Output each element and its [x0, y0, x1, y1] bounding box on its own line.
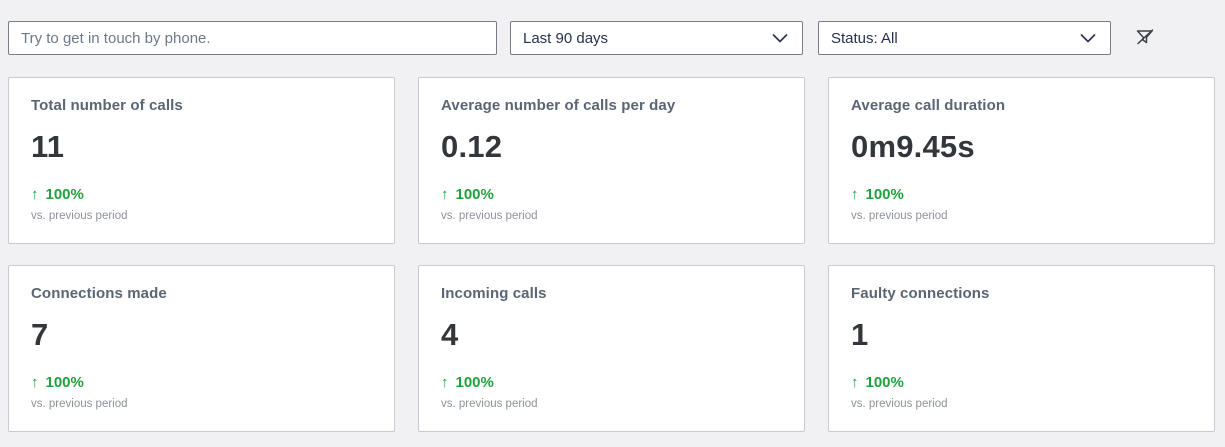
stat-card-value: 11 — [31, 129, 65, 164]
filter-off-icon — [1134, 26, 1156, 51]
stat-card-delta: ↑ 100% — [441, 374, 782, 391]
stat-card-comparison: vs. previous period — [851, 210, 948, 222]
clear-filters-button[interactable] — [1132, 25, 1158, 51]
stat-card-delta-value: 100% — [45, 186, 84, 203]
stat-card-delta-value: 100% — [455, 186, 494, 203]
phone-search-input[interactable] — [8, 21, 497, 55]
status-value: Status: All — [831, 29, 898, 47]
stats-grid: Total number of calls 11 ↑ 100% vs. prev… — [8, 77, 1215, 432]
stat-card-connections-made: Connections made 7 ↑ 100% vs. previous p… — [8, 265, 395, 432]
stat-card-title: Average number of calls per day — [441, 97, 676, 114]
arrow-up-icon: ↑ — [441, 374, 449, 391]
filters-bar: Last 90 days Status: All — [0, 0, 1225, 55]
stat-card-faulty-connections: Faulty connections 1 ↑ 100% vs. previous… — [828, 265, 1215, 432]
stat-card-comparison: vs. previous period — [441, 398, 538, 410]
chevron-down-icon — [772, 33, 788, 43]
stat-card-incoming-calls: Incoming calls 4 ↑ 100% vs. previous per… — [418, 265, 805, 432]
stat-card-comparison: vs. previous period — [31, 398, 128, 410]
stat-card-title: Average call duration — [851, 97, 1006, 114]
date-range-select[interactable]: Last 90 days — [510, 21, 803, 55]
stat-card-value: 1 — [851, 317, 869, 352]
stat-card-value: 4 — [441, 317, 459, 352]
stat-card-title: Faulty connections — [851, 285, 990, 302]
stat-card-comparison: vs. previous period — [851, 398, 948, 410]
status-select[interactable]: Status: All — [818, 21, 1111, 55]
stat-card-comparison: vs. previous period — [441, 210, 538, 222]
stat-card-delta: ↑ 100% — [851, 374, 1192, 391]
stat-card-delta-value: 100% — [865, 374, 904, 391]
stat-card-title: Incoming calls — [441, 285, 547, 302]
stat-card-title: Total number of calls — [31, 97, 183, 114]
stat-card-value: 0m9.45s — [851, 129, 975, 164]
arrow-up-icon: ↑ — [851, 374, 859, 391]
stat-card-value: 0.12 — [441, 129, 503, 164]
chevron-down-icon — [1080, 33, 1096, 43]
stat-card-delta: ↑ 100% — [31, 374, 372, 391]
stat-card-avg-calls-per-day: Average number of calls per day 0.12 ↑ 1… — [418, 77, 805, 244]
stat-card-delta: ↑ 100% — [31, 186, 372, 203]
stat-card-title: Connections made — [31, 285, 167, 302]
stat-card-comparison: vs. previous period — [31, 210, 128, 222]
stat-card-delta-value: 100% — [45, 374, 84, 391]
stat-card-delta-value: 100% — [455, 374, 494, 391]
arrow-up-icon: ↑ — [31, 374, 39, 391]
date-range-value: Last 90 days — [523, 29, 609, 47]
arrow-up-icon: ↑ — [851, 186, 859, 203]
stat-card-delta: ↑ 100% — [851, 186, 1192, 203]
arrow-up-icon: ↑ — [31, 186, 39, 203]
stat-card-avg-call-duration: Average call duration 0m9.45s ↑ 100% vs.… — [828, 77, 1215, 244]
stat-card-value: 7 — [31, 317, 49, 352]
stat-card-delta: ↑ 100% — [441, 186, 782, 203]
stat-card-delta-value: 100% — [865, 186, 904, 203]
arrow-up-icon: ↑ — [441, 186, 449, 203]
stat-card-total-calls: Total number of calls 11 ↑ 100% vs. prev… — [8, 77, 395, 244]
